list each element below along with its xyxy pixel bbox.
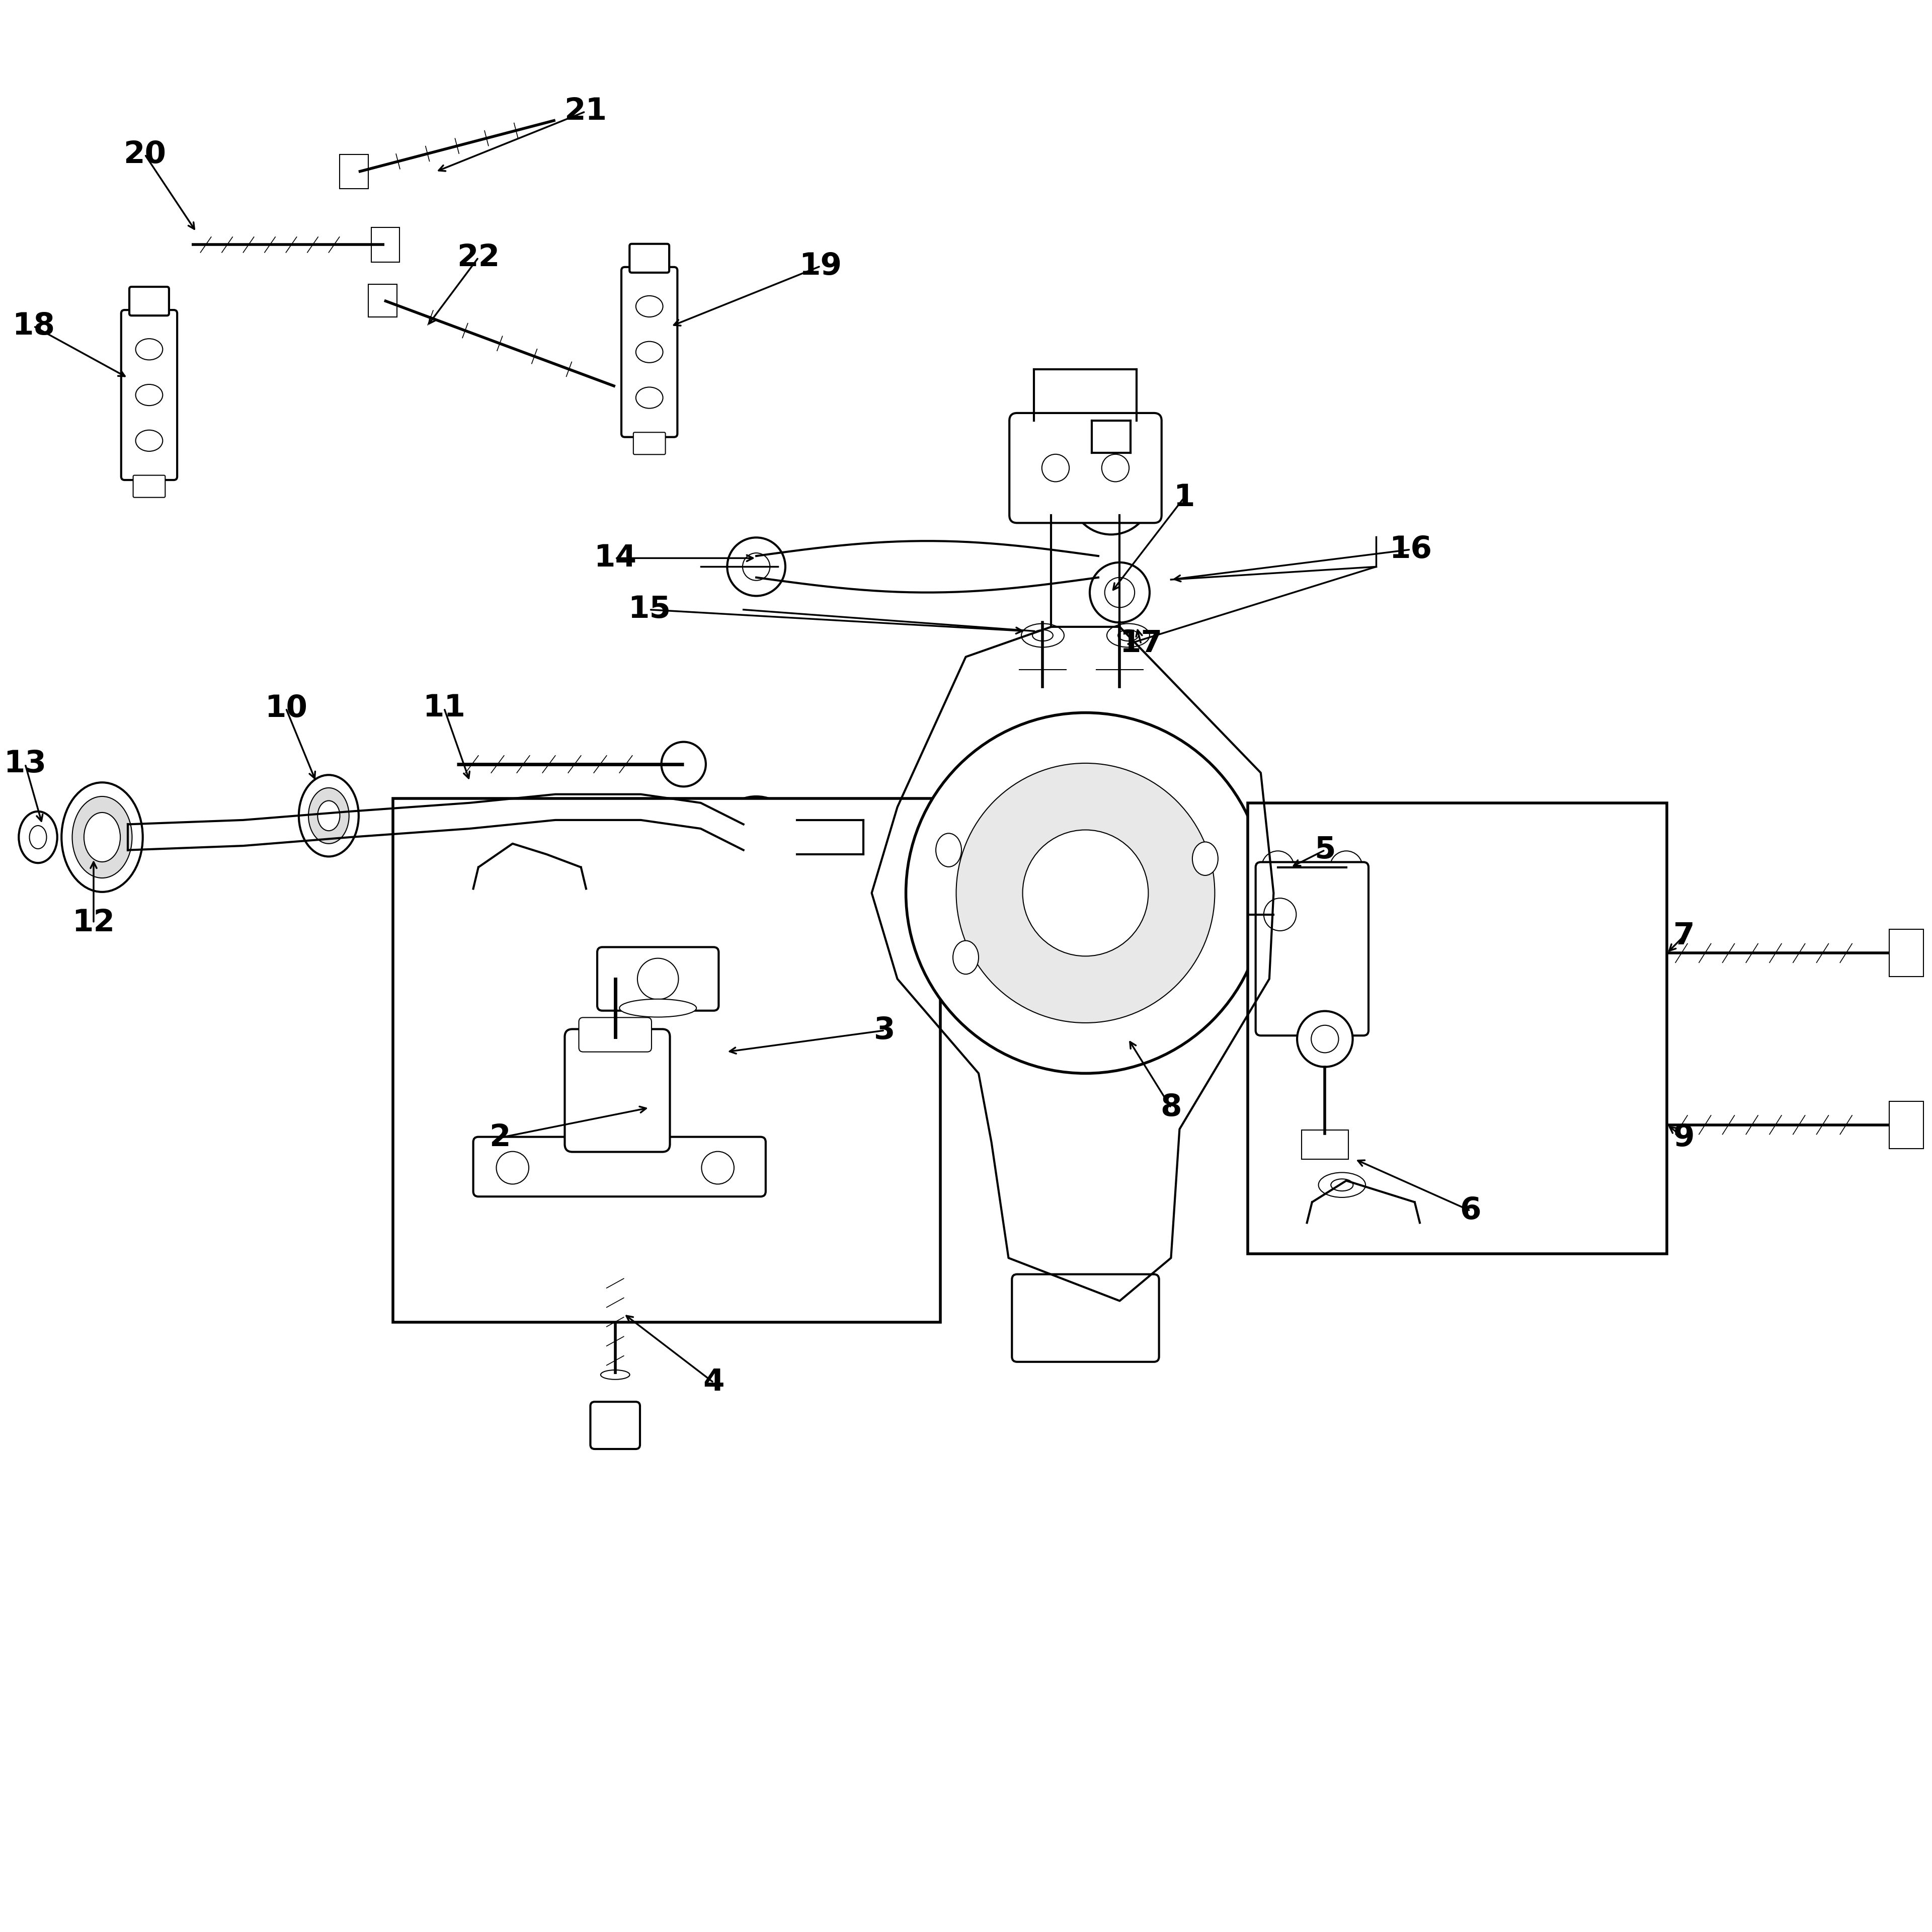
Ellipse shape [135,338,162,359]
FancyBboxPatch shape [597,947,719,1010]
Circle shape [1041,454,1068,481]
Circle shape [701,1151,734,1184]
Ellipse shape [636,342,663,363]
FancyBboxPatch shape [122,309,178,479]
FancyBboxPatch shape [473,1136,765,1196]
Text: 16: 16 [1389,535,1432,564]
FancyBboxPatch shape [1009,413,1161,524]
FancyBboxPatch shape [133,475,166,497]
Circle shape [1312,1026,1339,1053]
Ellipse shape [734,815,779,858]
Ellipse shape [19,811,58,864]
Ellipse shape [71,796,131,877]
Ellipse shape [1119,630,1138,641]
Ellipse shape [29,825,46,848]
FancyBboxPatch shape [564,1030,670,1151]
Text: 15: 15 [628,595,670,624]
Circle shape [956,763,1215,1022]
Ellipse shape [317,800,340,831]
Text: 4: 4 [703,1368,725,1397]
Ellipse shape [1107,624,1150,647]
Text: 2: 2 [489,1122,510,1153]
Bar [1302,1130,1349,1159]
Text: 10: 10 [265,694,307,723]
Ellipse shape [1022,624,1065,647]
Text: 6: 6 [1459,1196,1482,1225]
Text: 5: 5 [1314,835,1335,866]
Text: 7: 7 [1673,922,1694,951]
Bar [392,798,941,1321]
FancyBboxPatch shape [591,1403,639,1449]
Circle shape [661,742,705,786]
Circle shape [1070,452,1151,535]
Circle shape [742,553,771,580]
Circle shape [1022,831,1148,956]
Ellipse shape [62,782,143,893]
Text: 21: 21 [564,97,607,126]
Circle shape [1262,850,1294,883]
Bar [340,155,369,189]
Ellipse shape [952,941,980,974]
Text: 17: 17 [1121,630,1163,659]
Ellipse shape [299,775,359,856]
Text: 11: 11 [423,694,466,723]
Text: 12: 12 [71,908,116,937]
Text: 3: 3 [873,1016,895,1045]
Ellipse shape [1318,1173,1366,1198]
Ellipse shape [135,384,162,406]
Bar [1248,804,1667,1254]
FancyBboxPatch shape [1256,862,1368,1036]
Ellipse shape [135,431,162,452]
Circle shape [1296,1010,1352,1066]
Ellipse shape [83,813,120,862]
Text: 18: 18 [12,311,56,342]
Ellipse shape [935,833,962,867]
Bar [369,284,398,317]
Circle shape [1329,850,1362,883]
FancyBboxPatch shape [630,243,668,272]
Circle shape [1090,562,1150,622]
Ellipse shape [1192,842,1217,875]
Text: 1: 1 [1173,483,1194,512]
FancyBboxPatch shape [580,1018,651,1051]
FancyBboxPatch shape [634,433,665,454]
Text: 13: 13 [4,750,46,779]
FancyBboxPatch shape [1012,1275,1159,1362]
Bar [371,228,400,263]
Ellipse shape [1032,630,1053,641]
Text: 8: 8 [1161,1094,1182,1122]
FancyBboxPatch shape [129,286,168,315]
FancyBboxPatch shape [622,267,678,437]
Ellipse shape [309,788,350,844]
Text: 20: 20 [124,139,166,170]
Text: 14: 14 [593,543,636,574]
Ellipse shape [620,999,696,1016]
Circle shape [497,1151,529,1184]
Bar [1889,1101,1924,1148]
Text: 9: 9 [1673,1122,1694,1153]
Ellipse shape [601,1370,630,1379]
Ellipse shape [636,296,663,317]
Circle shape [1105,578,1134,607]
Ellipse shape [715,796,796,877]
Circle shape [638,958,678,999]
Circle shape [1090,473,1132,514]
Circle shape [1101,454,1128,481]
Circle shape [906,713,1265,1074]
Circle shape [1264,898,1296,931]
Text: 22: 22 [458,243,500,272]
Bar [1889,929,1924,978]
Ellipse shape [636,386,663,408]
Text: 19: 19 [800,251,842,280]
Circle shape [726,537,784,595]
Ellipse shape [1331,1179,1352,1190]
